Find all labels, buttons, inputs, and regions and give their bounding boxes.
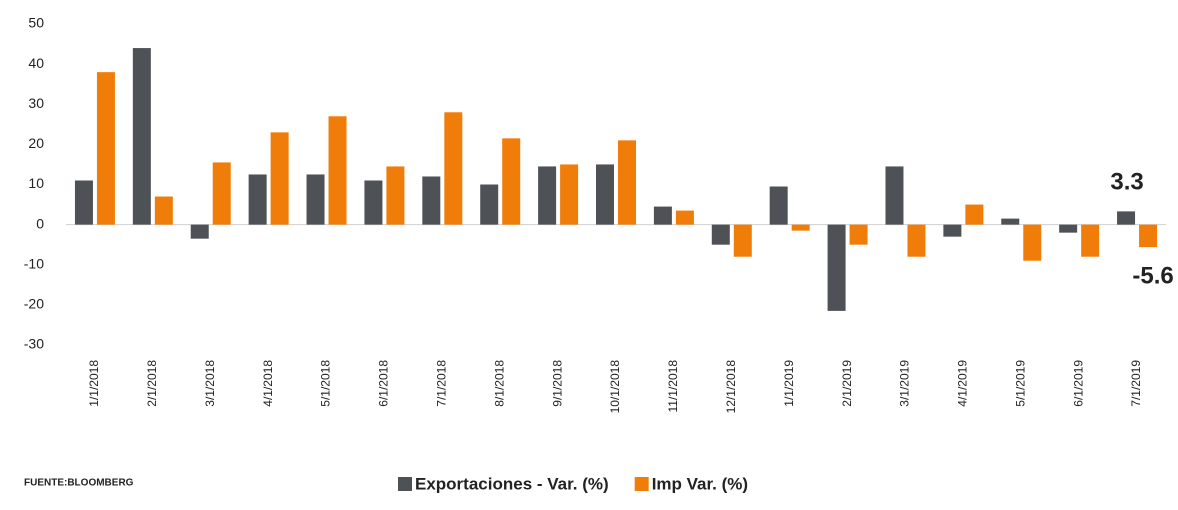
bar [1001, 218, 1020, 225]
x-tick-label: 1/1/2018 [87, 360, 101, 407]
bar [827, 224, 846, 311]
x-tick-label: 5/1/2018 [319, 360, 333, 407]
legend-swatch [634, 477, 649, 491]
x-tick-label: 12/1/2018 [724, 360, 738, 414]
bar [769, 186, 788, 225]
y-tick-label: 50 [28, 15, 44, 31]
x-tick-label: 3/1/2019 [898, 360, 912, 407]
bar [364, 180, 383, 225]
y-tick-label: 30 [28, 95, 44, 111]
y-tick-label: -10 [24, 255, 44, 271]
bar [849, 224, 868, 245]
x-tick-label: 5/1/2019 [1013, 360, 1027, 407]
bar [190, 224, 209, 239]
bar [943, 224, 962, 237]
bar [711, 224, 730, 245]
legend-swatch [398, 477, 412, 491]
bar [907, 224, 926, 257]
x-tick-label: 4/1/2019 [956, 360, 970, 407]
bar [306, 174, 325, 225]
x-tick-label: 7/1/2018 [434, 360, 448, 407]
x-tick-label: 3/1/2018 [203, 360, 217, 407]
y-tick-label: 20 [28, 135, 44, 151]
bar [444, 112, 463, 225]
bar [386, 166, 405, 225]
bar [1059, 224, 1078, 233]
x-tick-label: 2/1/2019 [840, 360, 854, 407]
x-tick-label: 2/1/2018 [145, 360, 159, 407]
bar [560, 164, 579, 225]
source: FUENTE:BLOOMBERG [24, 478, 134, 489]
bar [965, 204, 984, 225]
bar [733, 224, 752, 257]
y-tick-label: 40 [28, 55, 44, 71]
y-tick-label: 0 [36, 215, 44, 231]
bar [885, 166, 904, 225]
bar [538, 166, 557, 225]
data-label: 3.3 [1110, 169, 1143, 196]
x-tick-label: 11/1/2018 [666, 360, 680, 413]
bar [328, 116, 347, 225]
bar [96, 72, 115, 225]
bar [480, 184, 499, 225]
bar [422, 176, 441, 225]
bar [1139, 224, 1158, 248]
bar [270, 132, 289, 225]
x-tick-label: 6/1/2019 [1071, 360, 1085, 407]
bar [653, 206, 672, 225]
bar [618, 140, 636, 225]
bar [502, 138, 521, 225]
bar [248, 174, 267, 225]
y-tick-label: -20 [24, 296, 44, 312]
y-tick-label: 10 [28, 175, 44, 191]
x-tick-label: 9/1/2018 [550, 360, 564, 407]
bar [596, 164, 614, 225]
bar [675, 210, 694, 225]
x-tick-label: 1/1/2019 [782, 360, 796, 407]
x-tick-label: 10/1/2018 [608, 360, 622, 414]
bar [132, 48, 151, 225]
data-label: -5.6 [1132, 262, 1173, 289]
bar [1081, 224, 1100, 257]
bar [212, 162, 231, 225]
y-tick-label: -30 [24, 336, 44, 352]
x-tick-label: 4/1/2018 [261, 360, 275, 407]
legend-label: Imp Var. (%) [652, 474, 748, 493]
legend-label: Exportaciones - Var. (%) [415, 474, 609, 493]
x-tick-label: 7/1/2019 [1129, 360, 1143, 407]
bar [1117, 211, 1136, 225]
x-tick-label: 6/1/2018 [377, 360, 391, 407]
x-tick-label: 8/1/2018 [492, 360, 506, 407]
bar [791, 224, 810, 231]
bar [74, 180, 93, 225]
bar [154, 196, 173, 225]
bar [1023, 224, 1042, 261]
